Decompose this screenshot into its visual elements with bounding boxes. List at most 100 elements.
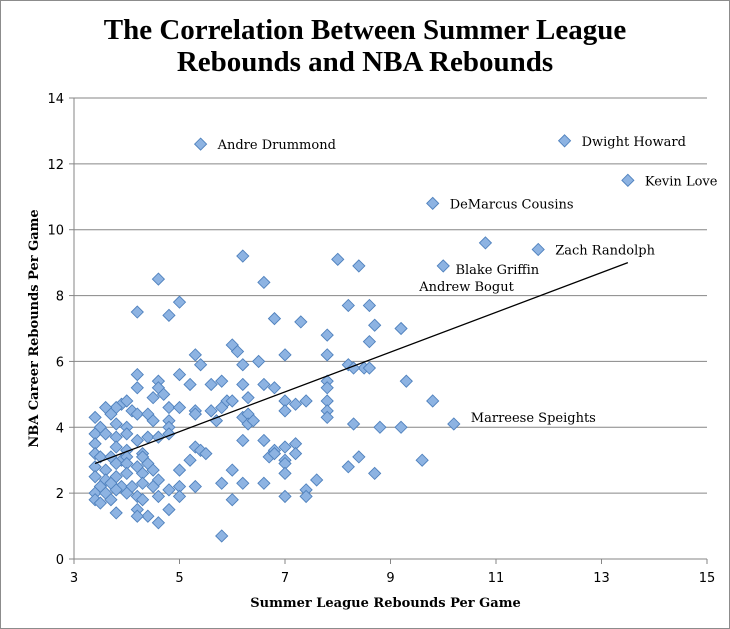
data-point bbox=[621, 173, 635, 187]
y-tick-label-6: 6 bbox=[56, 355, 64, 370]
x-tick-label-15: 15 bbox=[699, 571, 716, 586]
data-point bbox=[288, 446, 303, 461]
data-point bbox=[267, 311, 282, 326]
data-point bbox=[236, 358, 250, 372]
data-point bbox=[278, 466, 292, 481]
data-point bbox=[236, 433, 250, 448]
y-tick-label-10: 10 bbox=[47, 224, 64, 239]
data-point bbox=[120, 394, 134, 408]
data-point bbox=[162, 400, 176, 415]
tick-marks bbox=[69, 97, 708, 564]
data-point bbox=[267, 446, 282, 461]
data-point bbox=[172, 489, 187, 504]
data-points bbox=[88, 134, 635, 543]
data-point bbox=[320, 328, 334, 342]
data-point bbox=[478, 236, 493, 250]
data-point bbox=[109, 506, 123, 520]
y-tick-label-12: 12 bbox=[47, 158, 64, 173]
data-point bbox=[157, 387, 171, 401]
data-point bbox=[257, 377, 271, 392]
trendline bbox=[94, 262, 629, 465]
data-point bbox=[172, 400, 187, 415]
data-point bbox=[294, 315, 308, 329]
data-point bbox=[130, 407, 144, 421]
data-point bbox=[146, 479, 160, 494]
data-point bbox=[236, 249, 250, 263]
data-point bbox=[109, 456, 123, 471]
data-point bbox=[257, 433, 271, 448]
data-point bbox=[120, 427, 134, 441]
annotation-dwight-howard: Dwight Howard bbox=[582, 135, 686, 150]
data-point bbox=[267, 381, 282, 395]
data-point bbox=[162, 483, 176, 497]
x-tick-label-3: 3 bbox=[70, 571, 78, 586]
x-tick-label-13: 13 bbox=[593, 571, 610, 586]
data-point bbox=[373, 420, 387, 434]
data-point bbox=[362, 335, 377, 349]
data-point bbox=[104, 407, 118, 421]
data-point bbox=[215, 400, 229, 415]
data-point bbox=[183, 377, 197, 392]
data-point bbox=[120, 466, 134, 481]
data-point bbox=[215, 529, 229, 543]
data-point bbox=[394, 420, 408, 434]
data-point bbox=[146, 391, 160, 405]
data-point bbox=[88, 410, 102, 425]
data-point bbox=[151, 272, 166, 286]
x-tick-label-11: 11 bbox=[488, 571, 505, 586]
data-point bbox=[162, 502, 176, 517]
data-point bbox=[557, 134, 572, 148]
annotation-marreese-speights: Marreese Speights bbox=[471, 411, 596, 426]
chart-title-line-2: Rebounds and NBA Rebounds bbox=[176, 46, 554, 78]
data-point bbox=[188, 348, 202, 362]
y-tick-label-4: 4 bbox=[56, 421, 64, 436]
data-point bbox=[225, 463, 239, 477]
data-point bbox=[531, 242, 545, 257]
data-point bbox=[341, 460, 355, 474]
data-point bbox=[299, 394, 313, 408]
data-point bbox=[399, 374, 413, 388]
data-point bbox=[436, 259, 450, 273]
data-point bbox=[251, 354, 266, 369]
data-point bbox=[99, 427, 113, 441]
data-point bbox=[146, 463, 160, 477]
data-point bbox=[120, 486, 134, 500]
data-point bbox=[204, 404, 218, 418]
data-point bbox=[320, 410, 334, 425]
annotations: Andre Drummond Dwight Howard Kevin Love DeM… bbox=[217, 135, 718, 426]
data-point bbox=[426, 196, 440, 211]
data-point bbox=[415, 453, 429, 467]
data-point bbox=[135, 476, 150, 490]
y-tick-label-14: 14 bbox=[47, 92, 64, 107]
x-tick-label-5: 5 bbox=[175, 571, 183, 586]
data-point bbox=[368, 318, 382, 332]
data-point bbox=[230, 344, 245, 359]
data-point bbox=[236, 476, 250, 490]
data-point bbox=[151, 516, 166, 530]
data-point bbox=[288, 397, 303, 411]
data-point bbox=[172, 367, 187, 382]
data-point bbox=[352, 259, 366, 273]
data-point bbox=[193, 358, 208, 372]
data-point bbox=[246, 414, 260, 428]
data-point bbox=[426, 394, 440, 408]
data-point bbox=[320, 348, 334, 362]
data-point bbox=[278, 404, 292, 418]
y-tick-labels: 0 2 4 6 8 10 12 14 bbox=[47, 92, 64, 568]
data-point bbox=[151, 489, 166, 504]
data-point bbox=[199, 446, 213, 461]
annotation-andre-drummond: Andre Drummond bbox=[217, 138, 336, 153]
data-point bbox=[93, 496, 108, 510]
data-point bbox=[278, 489, 292, 504]
data-point bbox=[362, 361, 377, 375]
data-point bbox=[215, 476, 229, 490]
data-point bbox=[368, 466, 382, 481]
data-point bbox=[346, 417, 361, 431]
data-point bbox=[225, 493, 239, 507]
x-axis-title: Summer League Rebounds Per Game bbox=[250, 596, 520, 611]
chart-title-line-1: The Correlation Between Summer League bbox=[103, 14, 627, 46]
data-point bbox=[394, 321, 408, 336]
annotation-blake-griffin: Blake Griffin bbox=[455, 263, 539, 278]
